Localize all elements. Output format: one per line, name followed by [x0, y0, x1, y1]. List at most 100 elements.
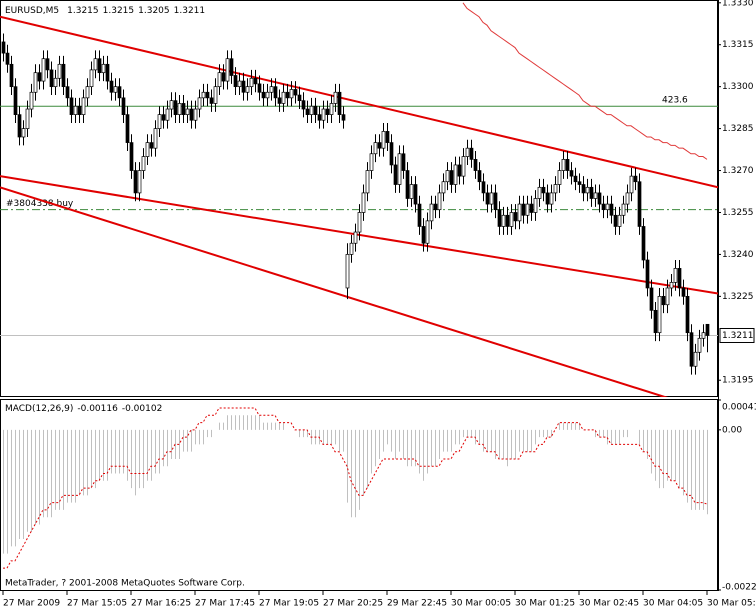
candle-body — [589, 186, 594, 199]
macd-signal — [3, 407, 708, 569]
candle-body — [673, 268, 678, 283]
candle-body — [445, 170, 450, 183]
candle-body — [141, 156, 146, 171]
candle-body — [521, 203, 526, 216]
price-box-label: 1.3211 — [722, 331, 754, 341]
macd-tick-label: -0.0022 — [722, 583, 756, 593]
candle-body — [173, 100, 178, 115]
candle-body — [313, 105, 318, 115]
candle-body — [653, 309, 658, 334]
candle-body — [89, 69, 94, 88]
candle-body — [105, 63, 110, 82]
candle-body — [61, 63, 66, 88]
candle-body — [269, 86, 274, 93]
candle-body — [197, 97, 202, 110]
candle-body — [85, 86, 90, 99]
candle-body — [413, 184, 418, 205]
macd-tick-label: 0.00041 — [722, 403, 756, 413]
candle-body — [17, 114, 22, 138]
candle-body — [301, 100, 306, 110]
candle-body — [25, 108, 30, 129]
candle-body — [449, 170, 454, 185]
x-tick-label: 29 Mar 22:45 — [387, 599, 447, 609]
x-tick-label: 30 Mar 02:45 — [579, 599, 639, 609]
symbol: EURUSD,M5 — [5, 6, 59, 16]
candle-body — [37, 72, 42, 82]
candle-body — [553, 184, 558, 194]
candle-body — [237, 80, 242, 88]
candle-body — [485, 192, 490, 205]
candle-body — [353, 231, 358, 244]
candle-body — [685, 296, 690, 334]
candle-body — [605, 203, 610, 211]
candle-body — [249, 77, 254, 88]
candle-body — [337, 91, 342, 115]
candle-body — [417, 203, 422, 227]
candle-body — [281, 91, 286, 104]
candle-body — [257, 83, 262, 93]
candle-body — [341, 114, 346, 121]
candle-body — [293, 89, 298, 96]
macd-tick-label: 0.00 — [722, 425, 742, 435]
candle-body — [117, 86, 122, 99]
x-tick-label: 30 Mar 00:05 — [451, 599, 511, 609]
candle-body — [621, 203, 626, 216]
candle-body — [345, 254, 350, 289]
x-tick-label: 30 Mar 04:05 — [643, 599, 703, 609]
candle-body — [629, 175, 634, 194]
candle-body — [109, 80, 114, 93]
candle-body — [29, 91, 34, 110]
y-tick-label: 1.3270 — [722, 166, 754, 176]
candle-body — [41, 58, 46, 82]
candle-body — [297, 94, 302, 101]
candle-body — [261, 91, 266, 99]
candle-body — [513, 212, 518, 222]
candle-body — [5, 52, 10, 65]
candle-body — [65, 86, 70, 99]
ohlc-value: 1.3215 — [67, 6, 99, 16]
candle-body — [305, 108, 310, 115]
candle-body — [45, 58, 50, 71]
macd-header: MACD(12,26,9) -0.00116 -0.00102 — [5, 404, 162, 414]
candle-body — [481, 181, 486, 194]
x-tick-label: 27 Mar 19:05 — [259, 599, 319, 609]
candle-body — [21, 128, 26, 138]
candle-body — [641, 226, 646, 261]
y-tick-label: 1.3195 — [722, 376, 754, 386]
macd-pane — [0, 399, 718, 591]
candle-body — [189, 108, 194, 121]
y-tick-label: 1.3300 — [722, 82, 754, 92]
x-tick-label: 27 Mar 17:45 — [195, 599, 255, 609]
candle-body — [597, 192, 602, 205]
fib-label: 423.6 — [662, 96, 688, 106]
y-tick-label: 1.3225 — [722, 292, 754, 302]
candle-body — [585, 186, 590, 194]
candle-body — [649, 287, 654, 311]
candle-body — [637, 181, 642, 227]
candle-body — [161, 114, 166, 121]
candle-body — [489, 192, 494, 205]
trendline — [0, 15, 718, 189]
y-tick-label: 1.3315 — [722, 40, 754, 50]
y-tick-label: 1.3240 — [722, 250, 754, 260]
candle-body — [421, 226, 426, 244]
candle-body — [453, 164, 458, 185]
candle-body — [201, 91, 206, 99]
candle-body — [557, 170, 562, 185]
candle-body — [505, 214, 510, 227]
candle-body — [625, 192, 630, 205]
candle-body — [697, 337, 702, 353]
candle-body — [9, 63, 14, 88]
candle-body — [225, 58, 230, 82]
candle-body — [181, 103, 186, 115]
candle-body — [289, 89, 294, 99]
candle-body — [433, 203, 438, 211]
candle-body — [357, 212, 362, 233]
candle-body — [633, 175, 638, 183]
candle-body — [689, 332, 694, 367]
candle-body — [581, 184, 586, 194]
price-pane — [0, 0, 718, 397]
candle-body — [205, 91, 210, 99]
candle-body — [573, 175, 578, 183]
